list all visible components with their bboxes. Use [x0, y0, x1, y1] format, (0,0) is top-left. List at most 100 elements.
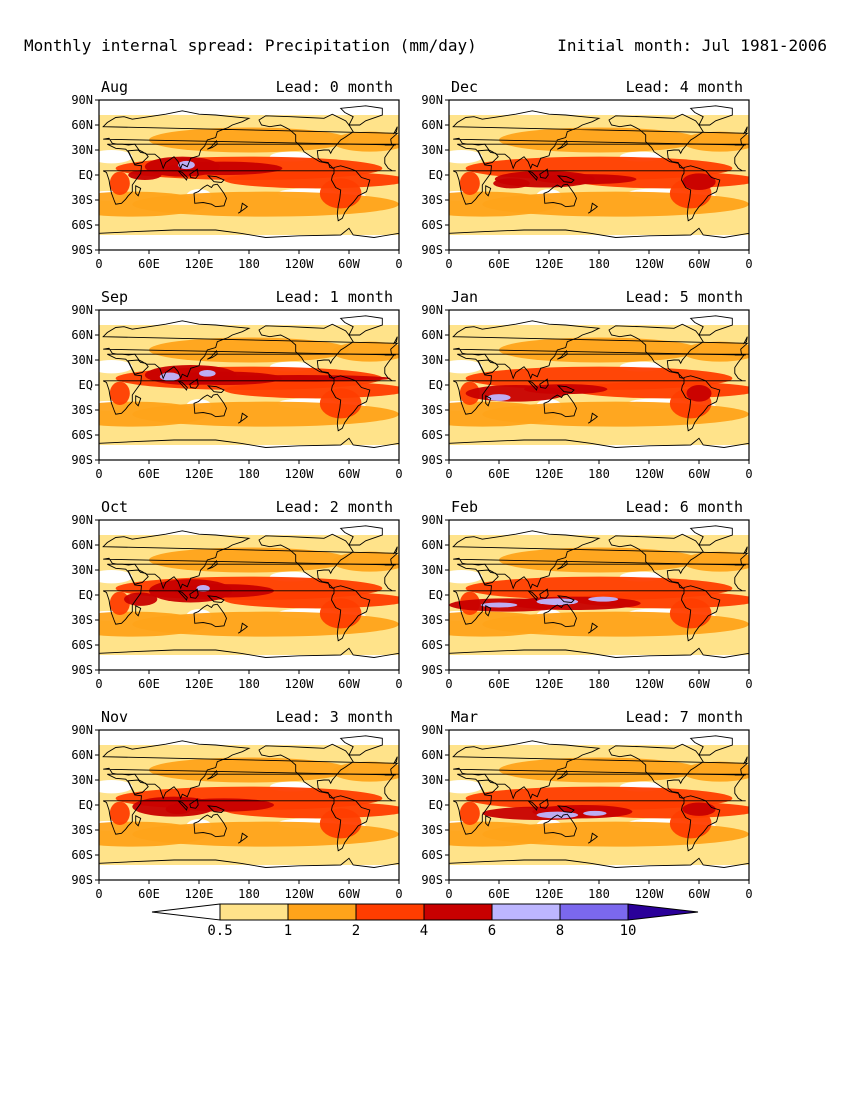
colorbar-swatch — [287, 903, 357, 921]
lat-tick-label: 60S — [71, 428, 93, 442]
panel-lead-label: Lead: 7 month — [626, 708, 743, 726]
lat-tick-label: 90N — [71, 303, 93, 317]
panel-lead-label: Lead: 1 month — [276, 288, 393, 306]
lon-tick-label: 180 — [588, 887, 610, 901]
lon-tick-label: 60W — [688, 467, 710, 481]
lat-tick-label: EQ — [429, 378, 443, 392]
lon-tick-label: 120E — [535, 467, 564, 481]
lat-tick-label: 60S — [421, 218, 443, 232]
lon-tick-label: 0 — [445, 257, 452, 271]
lat-tick-label: 90N — [421, 93, 443, 107]
precip-field — [99, 730, 399, 880]
lon-tick-label: 120W — [635, 677, 665, 691]
lat-tick-label: 90S — [71, 663, 93, 677]
lat-tick-label: 90S — [421, 873, 443, 887]
lat-tick-label: 60S — [71, 638, 93, 652]
panel-lead-label: Lead: 5 month — [626, 288, 743, 306]
lat-tick-label: EQ — [79, 168, 93, 182]
lon-tick-label: 60E — [488, 677, 510, 691]
lon-tick-label: 60E — [488, 257, 510, 271]
colorbar-label: 1 — [284, 923, 292, 939]
lon-tick-label: 60E — [138, 887, 160, 901]
lon-tick-label: 60E — [138, 677, 160, 691]
lat-tick-label: EQ — [79, 588, 93, 602]
panel-month-label: Sep — [101, 288, 128, 306]
lat-tick-label: 90N — [421, 303, 443, 317]
panel-lead-label: Lead: 4 month — [626, 78, 743, 96]
coastlines — [449, 315, 749, 460]
lat-tick-label: 30S — [421, 403, 443, 417]
lon-tick-label: 60E — [138, 467, 160, 481]
lon-tick-label: 180 — [238, 257, 260, 271]
lon-tick-label: 0 — [745, 257, 752, 271]
initial-month-label: Initial month: Jul 1981-2006 — [557, 36, 827, 55]
panel-month-label: Nov — [101, 708, 128, 726]
lat-tick-label: 30N — [71, 773, 93, 787]
lat-tick-label: EQ — [429, 588, 443, 602]
lat-tick-label: 30N — [71, 143, 93, 157]
lon-tick-label: 120E — [185, 677, 214, 691]
lon-tick-label: 60W — [338, 257, 360, 271]
coastlines — [99, 525, 399, 670]
lat-tick-label: 90S — [421, 663, 443, 677]
lat-tick-label: EQ — [79, 378, 93, 392]
lat-tick-label: 30S — [71, 193, 93, 207]
precip-field — [99, 100, 399, 250]
precip-field — [99, 310, 399, 460]
lat-tick-label: 90N — [421, 513, 443, 527]
colorbar-swatch — [559, 903, 629, 921]
lon-tick-label: 120E — [535, 677, 564, 691]
lat-tick-label: 60N — [421, 328, 443, 342]
lon-tick-label: 120W — [285, 257, 315, 271]
lat-tick-label: 30S — [421, 193, 443, 207]
precip-field — [99, 520, 399, 670]
coastlines — [99, 735, 399, 880]
precip-field — [449, 520, 749, 670]
lat-tick-label: 90S — [71, 873, 93, 887]
coastlines — [449, 105, 749, 250]
lon-tick-label: 120W — [635, 467, 665, 481]
lon-tick-label: 60E — [138, 257, 160, 271]
lon-tick-label: 60W — [338, 887, 360, 901]
lon-tick-label: 0 — [745, 677, 752, 691]
lat-tick-label: 60S — [71, 848, 93, 862]
lat-tick-label: 60N — [421, 118, 443, 132]
lat-tick-label: 60N — [421, 748, 443, 762]
colorbar-label: 8 — [556, 923, 564, 939]
lon-tick-label: 0 — [395, 677, 402, 691]
lon-tick-label: 120E — [185, 257, 214, 271]
lon-tick-label: 60W — [338, 677, 360, 691]
lat-tick-label: 60S — [421, 638, 443, 652]
lon-tick-label: 180 — [238, 677, 260, 691]
coastlines — [449, 525, 749, 670]
lon-tick-label: 180 — [588, 677, 610, 691]
lon-tick-label: 120E — [185, 887, 214, 901]
lat-tick-label: 90N — [71, 723, 93, 737]
lon-tick-label: 0 — [95, 677, 102, 691]
panel-month-label: Dec — [451, 78, 478, 96]
lon-tick-label: 0 — [445, 467, 452, 481]
coastlines — [449, 735, 749, 880]
lat-tick-label: 30N — [71, 353, 93, 367]
panel-lead-label: Lead: 0 month — [276, 78, 393, 96]
lat-tick-label: 60N — [421, 538, 443, 552]
lon-tick-label: 0 — [445, 887, 452, 901]
lon-tick-label: 180 — [588, 467, 610, 481]
colorbar-arrow-low — [151, 903, 221, 921]
colorbar-arrow-high — [627, 903, 699, 921]
lat-tick-label: 60N — [71, 538, 93, 552]
colorbar-swatch — [219, 903, 289, 921]
lat-tick-label: 90S — [71, 453, 93, 467]
lon-tick-label: 120W — [285, 887, 315, 901]
lon-tick-label: 120W — [285, 467, 315, 481]
precip-field — [449, 310, 749, 460]
lat-tick-label: 60S — [421, 428, 443, 442]
lon-tick-label: 180 — [238, 887, 260, 901]
lat-tick-label: 60S — [421, 848, 443, 862]
